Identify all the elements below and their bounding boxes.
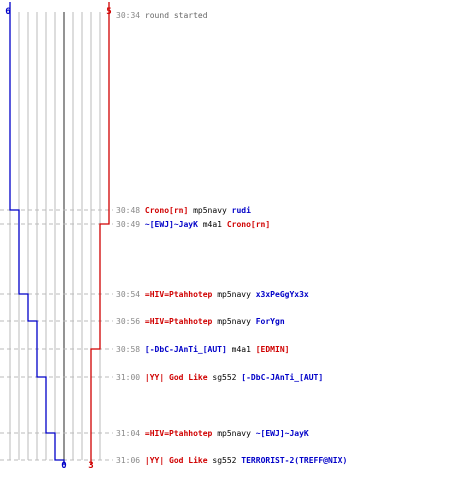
kill-event: 30:56 =HIV=Ptahhotep mp5navy ForYgn	[116, 317, 285, 326]
event-victim: Crono[rn]	[227, 220, 270, 229]
event-time: 30:58	[116, 345, 140, 354]
kill-event: 30:48 Crono[rn] mp5navy rudi	[116, 205, 251, 215]
event-weapon: mp5navy	[217, 290, 251, 299]
event-time: 30:34	[116, 11, 140, 20]
event-victim: [EDMIN]	[256, 345, 290, 354]
event-killer: ~[EWJ]~JayK	[145, 220, 198, 229]
player-count-grid	[9, 12, 101, 460]
event-weapon: mp5navy	[217, 429, 251, 438]
blue-team-end-count: 0	[61, 461, 66, 471]
event-victim: rudi	[232, 205, 251, 215]
event-time: 30:54	[116, 290, 140, 299]
kill-event: 31:00 |YY| God Like sg552 [-DbC-JAnTi_[A…	[116, 372, 323, 382]
event-weapon: m4a1	[203, 220, 222, 229]
event-victim: TERRORIST-2(TREFF@NIX)	[241, 456, 347, 465]
event-victim: ~[EWJ]~JayK	[256, 429, 309, 438]
event-guide-lines	[0, 209, 113, 461]
event-time: 31:06	[116, 456, 140, 465]
red-team-start-count: 5	[106, 7, 111, 17]
event-killer: =HIV=Ptahhotep	[145, 317, 213, 326]
event-killer: |YY| God Like	[145, 455, 208, 465]
red-team-step-line	[90, 2, 110, 465]
event-killer: |YY| God Like	[145, 372, 208, 382]
kill-event: 31:04 =HIV=Ptahhotep mp5navy ~[EWJ]~JayK	[116, 429, 309, 438]
event-killer: =HIV=Ptahhotep	[145, 290, 213, 299]
red-team-end-count: 3	[88, 461, 93, 471]
team-count-labels: 6 5 0 3	[5, 7, 111, 471]
kill-event: 30:58 [-DbC-JAnTi_[AUT] m4a1 [EDMIN]	[116, 344, 289, 354]
event-time: 30:49	[116, 220, 140, 229]
round-start-event: 30:34 round started	[116, 11, 208, 20]
blue-team-step-line	[9, 2, 65, 465]
event-info: round started	[145, 11, 208, 20]
team-step-lines	[9, 2, 110, 465]
event-victim: [-DbC-JAnTi_[AUT]	[241, 372, 323, 382]
kill-event: 30:54 =HIV=Ptahhotep mp5navy x3xPeGgYx3x	[116, 290, 309, 299]
event-time: 31:04	[116, 429, 140, 438]
event-victim: ForYgn	[256, 317, 285, 326]
event-weapon: mp5navy	[217, 317, 251, 326]
event-killer: [-DbC-JAnTi_[AUT]	[145, 344, 227, 354]
event-weapon: mp5navy	[193, 206, 227, 215]
blue-team-start-count: 6	[5, 7, 10, 17]
event-killer: Crono[rn]	[145, 206, 188, 215]
event-weapon: sg552	[212, 373, 236, 382]
event-killer: =HIV=Ptahhotep	[145, 429, 213, 438]
event-weapon: sg552	[212, 456, 236, 465]
kill-event: 31:06 |YY| God Like sg552 TERRORIST-2(TR…	[116, 455, 347, 465]
event-weapon: m4a1	[232, 345, 251, 354]
event-time: 30:56	[116, 317, 140, 326]
event-time: 31:00	[116, 373, 140, 382]
event-time: 30:48	[116, 206, 140, 215]
event-log: 30:34 round started 30:48 Crono[rn] mp5na…	[116, 11, 347, 465]
event-victim: x3xPeGgYx3x	[256, 290, 309, 299]
kill-event: 30:49 ~[EWJ]~JayK m4a1 Crono[rn]	[116, 220, 270, 229]
